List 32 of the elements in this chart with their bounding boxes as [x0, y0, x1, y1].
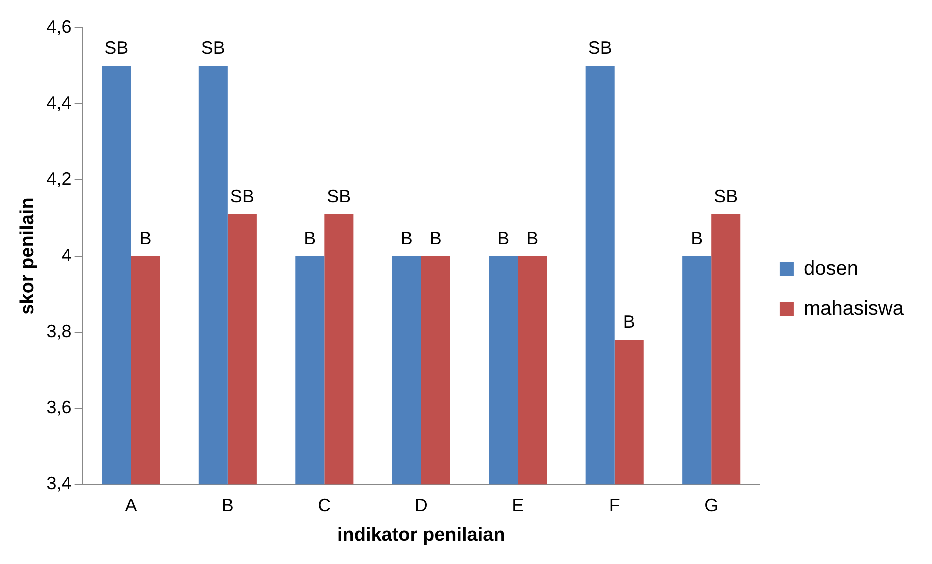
legend-label: mahasiswa: [804, 298, 905, 320]
y-tick-label: 4: [62, 245, 72, 266]
y-tick-label: 4,4: [46, 93, 72, 114]
y-tick-label: 3,4: [46, 474, 72, 494]
x-axis-title: indikator penilaian: [337, 524, 506, 546]
x-tick-label: D: [414, 495, 428, 516]
x-tick-label: C: [318, 495, 332, 516]
legend-label: dosen: [804, 258, 858, 280]
y-tick-label: 4,6: [46, 16, 72, 37]
y-tick-label: 3,6: [46, 397, 72, 418]
data-label: B: [691, 228, 704, 248]
y-axis-title: skor penilain: [18, 198, 39, 315]
x-tick-label: B: [222, 495, 234, 516]
x-tick-label: F: [609, 495, 620, 516]
x-tick-label: A: [125, 495, 138, 516]
data-label: SB: [327, 186, 352, 206]
data-label: B: [623, 312, 636, 332]
data-label: SB: [230, 186, 254, 206]
data-label: SB: [588, 38, 612, 58]
data-label: B: [498, 228, 510, 248]
x-tick-label: E: [512, 495, 524, 516]
data-label: SB: [714, 186, 738, 206]
data-label: SB: [104, 38, 129, 58]
data-label: B: [430, 228, 442, 248]
y-tick-label: 3,8: [46, 321, 72, 342]
data-label: B: [526, 228, 539, 248]
data-label: SB: [201, 38, 226, 58]
x-tick-label: G: [704, 495, 719, 516]
y-tick-label: 4,2: [46, 169, 72, 190]
data-label: B: [304, 228, 316, 248]
data-label: B: [140, 228, 152, 248]
data-label: B: [400, 228, 413, 248]
